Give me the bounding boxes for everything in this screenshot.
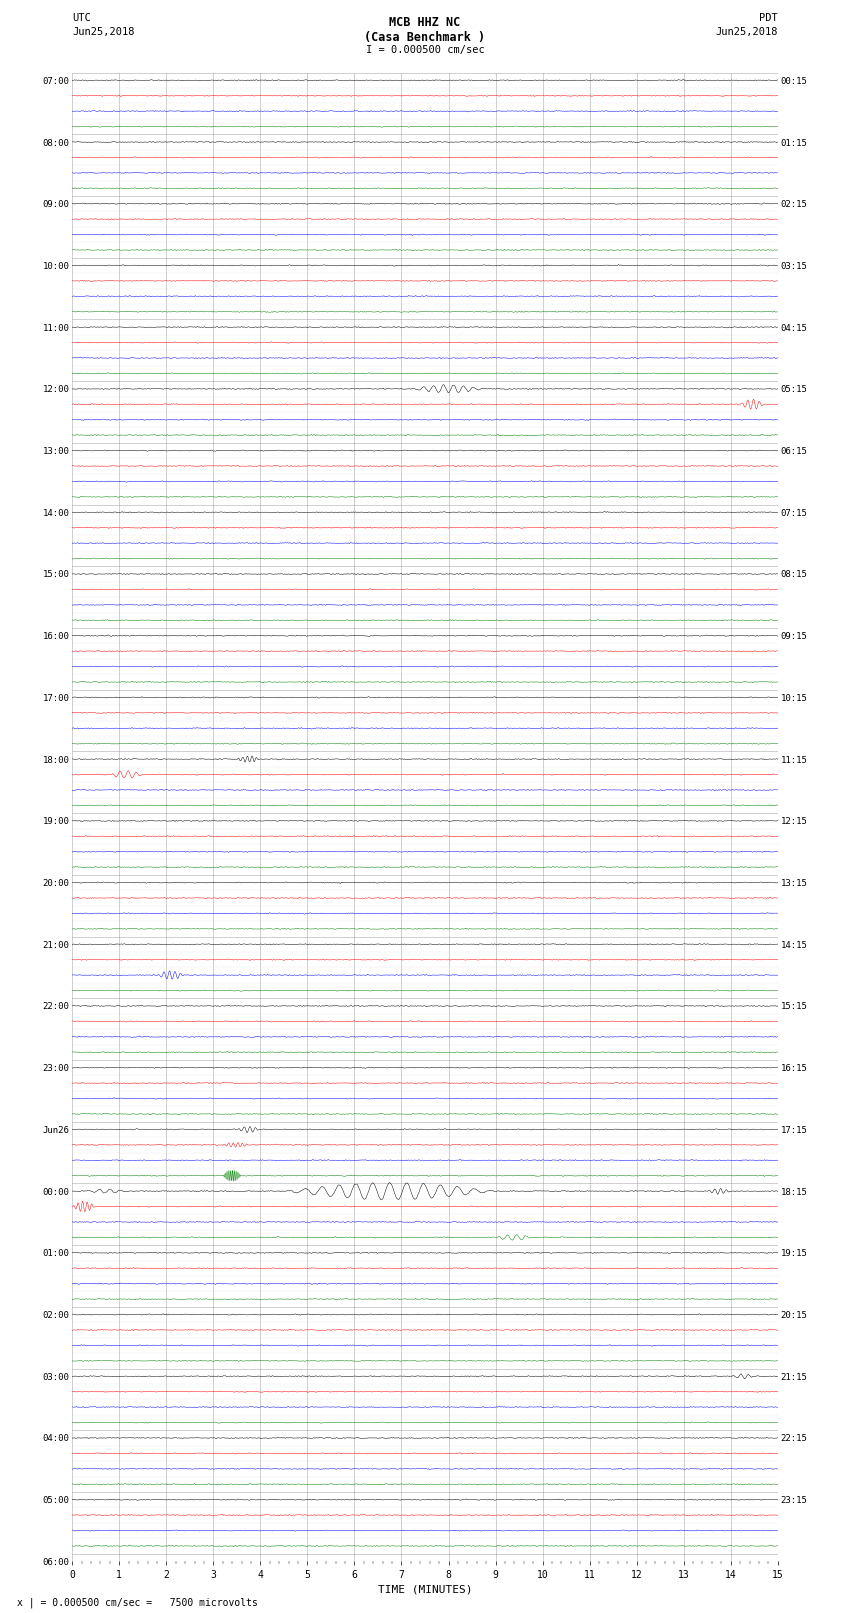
Text: UTC: UTC <box>72 13 91 23</box>
X-axis label: TIME (MINUTES): TIME (MINUTES) <box>377 1584 473 1595</box>
Text: Jun25,2018: Jun25,2018 <box>72 27 135 37</box>
Text: MCB HHZ NC: MCB HHZ NC <box>389 16 461 29</box>
Text: Jun25,2018: Jun25,2018 <box>715 27 778 37</box>
Text: I = 0.000500 cm/sec: I = 0.000500 cm/sec <box>366 45 484 55</box>
Text: PDT: PDT <box>759 13 778 23</box>
Text: x | = 0.000500 cm/sec =   7500 microvolts: x | = 0.000500 cm/sec = 7500 microvolts <box>17 1597 258 1608</box>
Text: (Casa Benchmark ): (Casa Benchmark ) <box>365 31 485 44</box>
